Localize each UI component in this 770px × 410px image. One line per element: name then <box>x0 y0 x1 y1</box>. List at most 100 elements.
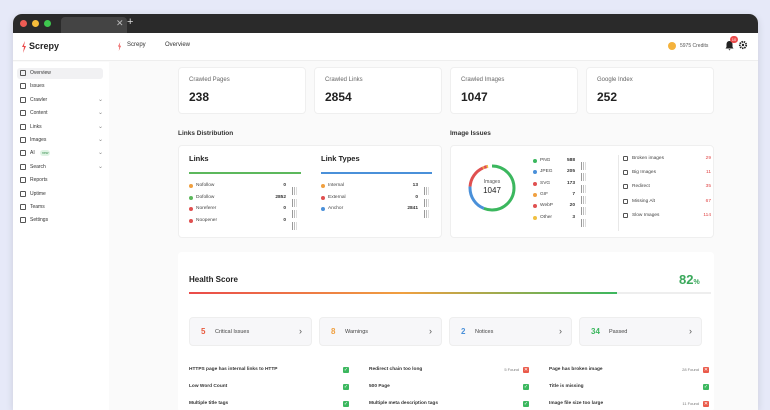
check-row[interactable]: Image file size too large 11 Found ✕ <box>549 400 709 408</box>
chevron-down-icon[interactable]: ⌄ <box>97 123 103 130</box>
image-format-gif[interactable]: GIF 7 <box>533 191 593 204</box>
link-row-dofollow[interactable]: Dofollow 2852 <box>189 194 304 207</box>
mini-bar-icon <box>581 202 593 216</box>
sidebar-item-search[interactable]: Search ⌄ <box>17 162 103 173</box>
link-row-noopener[interactable]: Noopener 0 <box>189 217 304 230</box>
stat-card-crawled-links[interactable]: Crawled Links 2854 <box>314 67 442 114</box>
sidebar-item-links[interactable]: Links ⌄ <box>17 122 103 133</box>
sidebar-item-overview[interactable]: Overview <box>17 68 103 79</box>
check-row[interactable]: Multiple meta description tags ✓ <box>369 400 529 408</box>
minimize-window-button[interactable] <box>32 20 39 27</box>
image-format-count: 7 <box>572 191 575 197</box>
sidebar-item-reports[interactable]: Reports <box>17 175 103 186</box>
link-row-noreferer[interactable]: Noreferer 0 <box>189 205 304 218</box>
close-tab-icon[interactable]: ✕ <box>116 18 124 28</box>
check-label: Multiple meta description tags <box>369 401 439 406</box>
issue-tile-passed[interactable]: 34 Passed › <box>579 317 702 346</box>
image-issue-count: 114 <box>703 212 711 218</box>
image-issue-slow-images[interactable]: Slow Images 114 <box>623 211 723 220</box>
screpy-logo-icon[interactable] <box>21 41 27 53</box>
check-row[interactable]: Redirect chain too long 5 Found ✕ <box>369 366 529 374</box>
image-format-png[interactable]: PNG 588 <box>533 157 593 170</box>
notification-badge: 10 <box>730 36 738 43</box>
chevron-down-icon[interactable]: ⌄ <box>97 150 103 157</box>
chevron-right-icon[interactable]: › <box>559 326 562 336</box>
image-issue-label: Broken images <box>632 156 664 161</box>
sidebar-item-label: Images <box>30 137 47 143</box>
image-format-jpeg[interactable]: JPEG 205 <box>533 168 593 182</box>
donut-slice-png <box>468 164 516 212</box>
stat-card-crawled-images[interactable]: Crawled Images 1047 <box>450 67 578 114</box>
image-issue-big-images[interactable]: Big Images 11 <box>623 168 723 177</box>
tile-count: 34 <box>591 327 600 336</box>
check-row[interactable]: Page has broken image 28 Found ✕ <box>549 366 709 374</box>
sidebar-item-teams[interactable]: Teams <box>17 202 103 213</box>
image-issue-broken-images[interactable]: Broken images 29 <box>623 154 723 163</box>
crawler-icon <box>20 96 26 103</box>
image-format-webp[interactable]: WebP 20 <box>533 202 593 216</box>
redirect-icon <box>623 184 628 190</box>
link-row-count: 0 <box>415 194 418 200</box>
link-row-anchor[interactable]: Anchor 2841 <box>321 205 436 218</box>
credits-balance[interactable]: 5975 Credits <box>680 43 709 49</box>
link-row-external[interactable]: External 0 <box>321 194 436 207</box>
bell-icon[interactable] <box>725 40 734 51</box>
legend-dot <box>189 207 193 211</box>
stat-card-google-index[interactable]: Google Index 252 <box>586 67 714 114</box>
image-format-count: 173 <box>566 180 575 186</box>
check-row[interactable]: 500 Page ✓ <box>369 383 529 391</box>
check-row[interactable]: Title is missing ✓ <box>549 383 709 391</box>
issue-tile-warnings[interactable]: 8 Warnings › <box>319 317 442 346</box>
maximize-window-button[interactable] <box>44 20 51 27</box>
chevron-down-icon[interactable]: ⌄ <box>97 137 103 143</box>
check-icon: ✓ <box>523 384 529 390</box>
sidebar-item-ai[interactable]: AI new ⌄ <box>17 148 103 159</box>
image-issue-redirect[interactable]: Redirect 35 <box>623 182 723 191</box>
tile-count: 2 <box>461 327 466 336</box>
tile-count: 8 <box>331 327 336 336</box>
sidebar-item-crawler[interactable]: Crawler ⌄ <box>17 95 103 106</box>
link-types-underline <box>321 172 432 174</box>
chevron-down-icon[interactable]: ⌄ <box>97 163 103 170</box>
check-row[interactable]: Multiple title tags ✓ <box>189 400 349 408</box>
stat-card-crawled-pages[interactable]: Crawled Pages 238 <box>178 67 306 114</box>
cross-icon: ✕ <box>703 401 709 407</box>
chevron-right-icon[interactable]: › <box>429 326 432 336</box>
breadcrumb-project[interactable]: Screpy <box>127 42 146 48</box>
link-row-nofollow[interactable]: Nofollow 0 <box>189 182 304 195</box>
image-format-other[interactable]: Other 3 <box>533 214 593 227</box>
image-format-label: WebP <box>540 203 553 209</box>
check-row[interactable]: HTTPS page has internal links to HTTP ✓ <box>189 366 349 374</box>
brand-name[interactable]: Screpy <box>29 41 60 51</box>
link-row-internal[interactable]: Internal 13 <box>321 182 436 195</box>
check-label: 500 Page <box>369 384 390 389</box>
link-row-label: Internal <box>328 183 344 188</box>
sidebar-item-issues[interactable]: Issues <box>17 81 103 92</box>
sidebar-item-content[interactable]: Content ⌄ <box>17 108 103 119</box>
chevron-right-icon[interactable]: › <box>689 326 692 336</box>
donut-total: 1047 <box>483 186 501 195</box>
link-row-count: 0 <box>283 183 286 188</box>
health-score-value: 82% <box>679 272 700 287</box>
sidebar-item-images[interactable]: Images ⌄ <box>17 135 103 146</box>
new-tab-icon[interactable]: + <box>127 16 134 28</box>
image-issue-missing-alt[interactable]: Missing Alt 67 <box>623 197 723 206</box>
settings-gear-icon[interactable] <box>738 40 748 50</box>
issue-tile-critical-issues[interactable]: 5 Critical Issues › <box>189 317 312 346</box>
sidebar-item-label: Search <box>30 163 46 170</box>
chevron-down-icon[interactable]: ⌄ <box>97 110 103 117</box>
issue-tile-notices[interactable]: 2 Notices › <box>449 317 572 346</box>
chevron-right-icon[interactable]: › <box>299 326 302 336</box>
sidebar-item-label: Teams <box>30 204 45 210</box>
sidebar-item-uptime[interactable]: Uptime <box>17 189 103 200</box>
chevron-down-icon[interactable]: ⌄ <box>97 96 103 103</box>
browser-tab[interactable] <box>61 17 127 33</box>
links-underline <box>189 172 301 174</box>
image-icon <box>20 137 26 143</box>
image-format-svg[interactable]: SVG 173 <box>533 180 593 193</box>
sidebar-item-settings[interactable]: Settings <box>17 215 103 226</box>
check-row[interactable]: Low Word Count ✓ <box>189 383 349 391</box>
donut-slice-jpeg <box>468 164 516 212</box>
close-window-button[interactable] <box>20 20 27 27</box>
credits-coin-icon <box>668 42 676 50</box>
